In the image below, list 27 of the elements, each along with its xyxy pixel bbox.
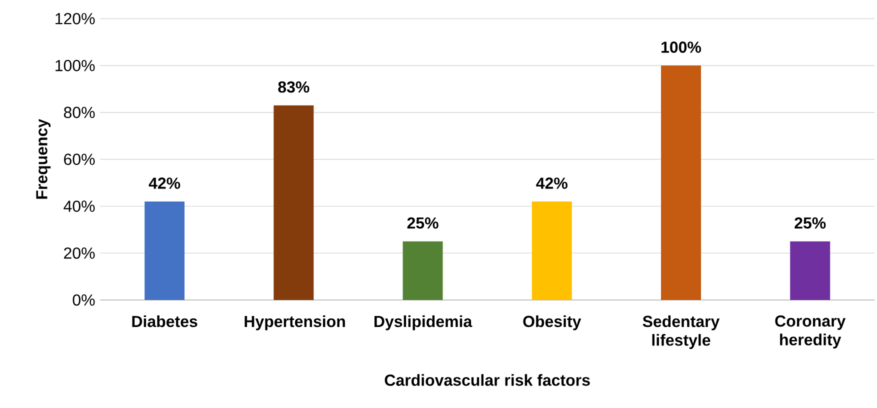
bar <box>661 66 701 300</box>
data-label: 42% <box>536 178 568 189</box>
x-tick-label: Obesity <box>523 315 582 330</box>
bar <box>402 241 443 300</box>
data-label: 25% <box>407 217 438 229</box>
bar <box>532 202 572 300</box>
data-label: 100% <box>662 42 702 53</box>
data-label: 25% <box>794 217 826 229</box>
y-tick-label: 100% <box>56 60 95 72</box>
y-tick-label: 80% <box>64 106 95 118</box>
data-label: 83% <box>278 81 310 93</box>
x-tick-label: Coronary heredity <box>775 315 846 349</box>
x-tick-label: Dyslipidemia <box>374 315 472 330</box>
y-tick-label: 40% <box>64 200 95 212</box>
y-tick-label: 60% <box>64 154 95 165</box>
y-tick-label: 0% <box>72 294 95 306</box>
bar <box>790 241 830 300</box>
y-tick-label: 120% <box>56 13 95 24</box>
y-axis-title: Frequency <box>36 118 51 199</box>
x-tick-label: Diabetes <box>132 315 198 328</box>
x-tick-label: Hypertension <box>244 315 345 330</box>
data-label: 42% <box>148 178 180 189</box>
bar <box>274 105 314 300</box>
bar <box>144 202 185 300</box>
x-tick-label: Sedentary lifestyle <box>642 315 720 349</box>
x-axis-title: Cardiovascular risk factors <box>384 374 590 386</box>
y-tick-label: 20% <box>64 247 95 259</box>
